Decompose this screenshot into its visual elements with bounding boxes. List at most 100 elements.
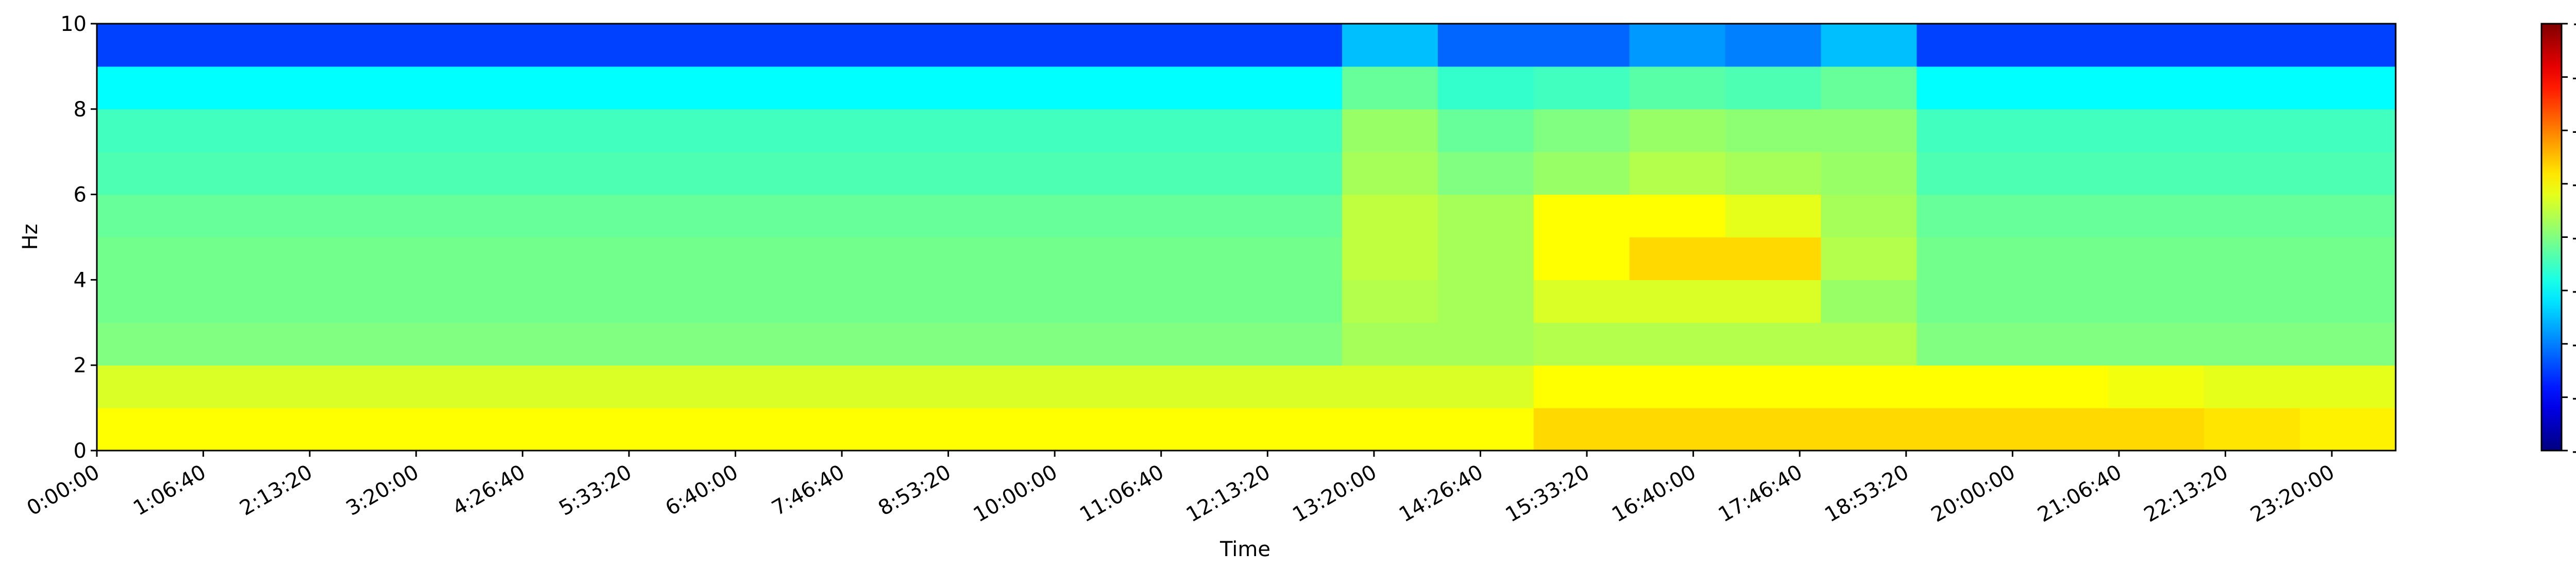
- spectrogram-cell: [2204, 194, 2300, 238]
- spectrogram-cell: [1821, 365, 1918, 408]
- spectrogram-cell: [767, 194, 863, 238]
- spectrogram-cell: [1437, 151, 1534, 195]
- spectrogram-cell: [2204, 237, 2300, 280]
- spectrogram-cell: [192, 151, 289, 195]
- spectrogram-cell: [1533, 322, 1630, 366]
- spectrogram-cell: [1437, 237, 1534, 280]
- spectrogram-cell: [384, 109, 481, 152]
- x-tick-label: 1:06:40: [129, 460, 210, 521]
- x-tick-label: 13:20:00: [1289, 460, 1381, 527]
- spectrogram-cell: [288, 24, 385, 67]
- spectrogram-cell: [1629, 365, 1726, 408]
- x-tick-label: 14:26:40: [1395, 460, 1487, 527]
- spectrogram-cell: [97, 280, 193, 323]
- spectrogram-cell: [1246, 151, 1343, 195]
- spectrogram-cell: [1150, 322, 1247, 366]
- spectrogram-cell: [2012, 66, 2109, 110]
- spectrogram-cell: [2300, 280, 2396, 323]
- spectrogram-cell: [480, 408, 577, 451]
- spectrogram-cell: [480, 322, 577, 366]
- spectrogram-cell: [1821, 237, 1918, 280]
- spectrogram-cell: [959, 24, 1055, 67]
- x-tick-label: 17:46:40: [1715, 460, 1807, 527]
- spectrogram-cell: [863, 24, 959, 67]
- spectrogram-cell: [2108, 109, 2205, 152]
- spectrogram-cell: [1821, 24, 1918, 67]
- spectrogram-cell: [1725, 237, 1822, 280]
- spectrogram-cell: [97, 66, 193, 110]
- spectrogram-cell: [97, 151, 193, 195]
- spectrogram-cell: [1246, 237, 1343, 280]
- spectrogram-cell: [863, 151, 959, 195]
- y-tick-label: 0: [74, 439, 87, 463]
- spectrogram-cell: [959, 109, 1055, 152]
- spectrogram-cell: [288, 280, 385, 323]
- spectrogram-cell: [1917, 66, 2013, 110]
- spectrogram-cell: [1150, 151, 1247, 195]
- spectrogram-cell: [1342, 280, 1438, 323]
- y-tick-label: 6: [74, 183, 87, 207]
- spectrogram-cell: [1821, 280, 1918, 323]
- spectrogram-cell: [1246, 280, 1343, 323]
- spectrogram-cell: [671, 322, 768, 366]
- spectrogram-cell: [2012, 109, 2109, 152]
- spectrogram-cell: [1342, 151, 1438, 195]
- spectrogram-cell: [2012, 237, 2109, 280]
- spectrogram-cell: [1629, 194, 1726, 238]
- spectrogram-cell: [97, 322, 193, 366]
- spectrogram-cell: [1342, 322, 1438, 366]
- spectrogram-cell: [2012, 322, 2109, 366]
- x-tick-label: 11:06:40: [1076, 460, 1168, 527]
- x-tick-label: 10:00:00: [970, 460, 1062, 527]
- x-tick-label: 5:33:20: [555, 460, 636, 521]
- spectrogram-cell: [1725, 66, 1822, 110]
- spectrogram-cell: [671, 109, 768, 152]
- spectrogram-cell: [1533, 194, 1630, 238]
- spectrogram-cell: [767, 24, 863, 67]
- spectrogram-cell: [1725, 408, 1822, 451]
- spectrogram-cell: [1533, 24, 1630, 67]
- spectrogram-cell: [671, 24, 768, 67]
- colorbar-tick-label: -40 dB: [2572, 226, 2576, 250]
- spectrogram-cell: [959, 66, 1055, 110]
- spectrogram-cell: [767, 322, 863, 366]
- spectrogram-cell: [1055, 66, 1151, 110]
- spectrogram-cell: [671, 280, 768, 323]
- spectrogram-cell: [1821, 109, 1918, 152]
- spectrogram-cell: [1246, 322, 1343, 366]
- spectrogram-cell: [863, 322, 959, 366]
- spectrogram-cell: [767, 365, 863, 408]
- spectrogram-cell: [575, 24, 672, 67]
- spectrogram-cell: [384, 151, 481, 195]
- spectrogram-cell: [2300, 151, 2396, 195]
- spectrogram-cell: [1821, 408, 1918, 451]
- spectrogram-cell: [1437, 280, 1534, 323]
- spectrogram-cell: [2108, 24, 2205, 67]
- spectrogram-cell: [1150, 109, 1247, 152]
- spectrogram-cell: [2012, 280, 2109, 323]
- colorbar-tick-label: -80 dB: [2572, 439, 2576, 463]
- spectrogram-cell: [480, 194, 577, 238]
- spectrogram-cell: [2204, 365, 2300, 408]
- spectrogram-cell: [1725, 365, 1822, 408]
- spectrogram-cell: [1821, 194, 1918, 238]
- spectrogram-cell: [767, 408, 863, 451]
- spectrogram-cell: [97, 24, 193, 67]
- spectrogram-cell: [1437, 322, 1534, 366]
- spectrogram-cell: [97, 237, 193, 280]
- spectrogram-cell: [1246, 194, 1343, 238]
- spectrogram-cell: [767, 151, 863, 195]
- plot-frame: [96, 23, 2397, 452]
- colorbar-tick-label: -50 dB: [2572, 279, 2576, 303]
- spectrogram-cell: [2108, 237, 2205, 280]
- x-tick-label: 22:13:20: [2140, 460, 2232, 527]
- spectrogram-cell: [1533, 109, 1630, 152]
- spectrogram-cell: [1246, 109, 1343, 152]
- spectrogram-cell: [2204, 151, 2300, 195]
- spectrogram-cell: [863, 194, 959, 238]
- x-tick-label: 12:13:20: [1182, 460, 1275, 527]
- spectrogram-cell: [959, 408, 1055, 451]
- spectrogram-cell: [1917, 365, 2013, 408]
- spectrogram-cell: [2108, 408, 2205, 451]
- spectrogram-cell: [2204, 24, 2300, 67]
